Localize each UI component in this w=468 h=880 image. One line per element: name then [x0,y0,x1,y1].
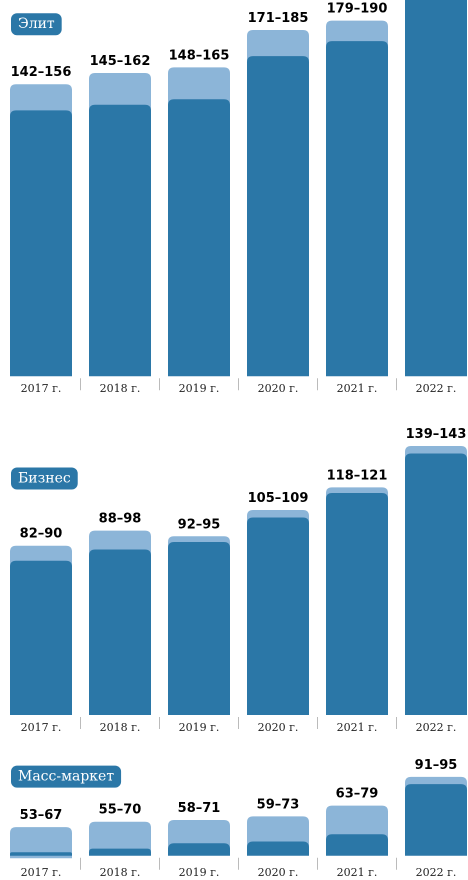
pill-bg [11,765,122,788]
section-title: Масс-маркет [18,769,114,785]
x-tick-label: 2018 г. [100,721,141,734]
bar [326,834,388,856]
value-label: 58–71 [178,801,221,816]
x-tick-label: 2020 г. [258,866,299,879]
bar [326,41,388,377]
x-tick-label: 2021 г. [337,866,378,879]
bar [405,784,467,856]
x-tick-label: 2022 г. [416,866,457,879]
bar [10,110,72,377]
bar [247,517,309,715]
value-label: 179–190 [327,2,388,17]
bar [405,0,467,377]
bar-range [89,530,151,556]
x-tick-label: 2021 г. [337,382,378,395]
bar-range [89,72,151,111]
x-tick-label: 2019 г. [179,866,220,879]
x-tick-label: 2022 г. [416,382,457,395]
x-tick-label: 2017 г. [21,866,62,879]
x-tick-label: 2018 г. [100,382,141,395]
value-label: 53–67 [20,808,63,823]
bar-range [10,84,72,117]
x-tick-label: 2019 г. [179,721,220,734]
bar [10,560,72,715]
value-label: 59–73 [257,797,300,812]
x-tick-label: 2021 г. [337,721,378,734]
value-label: 148–165 [169,48,230,63]
bar-range [247,816,309,848]
bar [10,852,72,856]
value-label: 145–162 [90,54,151,69]
bar-range [326,20,388,48]
value-label: 82–90 [20,527,63,542]
value-label: 139–143 [406,427,467,442]
bar-range [10,827,72,859]
value-label: 63–79 [336,787,379,802]
value-label: 55–70 [99,803,142,818]
section-title: Бизнес [18,471,71,487]
bar-range [247,29,309,63]
bar [247,841,309,856]
value-label: 88–98 [99,512,142,527]
bar-range [168,67,230,106]
x-tick-label: 2019 г. [179,382,220,395]
value-label: 92–95 [178,517,221,532]
bar [89,104,151,377]
bar-range [168,819,230,850]
section-title: Элит [18,16,55,32]
value-label: 118–121 [327,468,388,483]
value-label: 105–109 [248,491,309,506]
x-tick-label: 2020 г. [258,382,299,395]
x-tick-label: 2020 г. [258,721,299,734]
bar [326,493,388,715]
section-label: Бизнес [11,467,78,490]
bar [168,541,230,715]
bar-range [326,805,388,841]
x-tick-label: 2022 г. [416,721,457,734]
bar [405,453,467,715]
bar [89,848,151,856]
bar-range [89,821,151,855]
pill-bg [11,13,62,36]
section-label: Масс-маркет [11,765,122,788]
x-tick-label: 2017 г. [21,382,62,395]
bar [168,843,230,856]
value-label: 91–95 [415,758,458,773]
section-label: Элит [11,13,62,36]
bar [168,99,230,377]
x-tick-label: 2017 г. [21,721,62,734]
value-label: 171–185 [248,11,309,26]
x-tick-label: 2018 г. [100,866,141,879]
pill-bg [11,467,78,490]
value-label: 142–156 [11,65,72,80]
bar [247,56,309,377]
bar [89,549,151,715]
